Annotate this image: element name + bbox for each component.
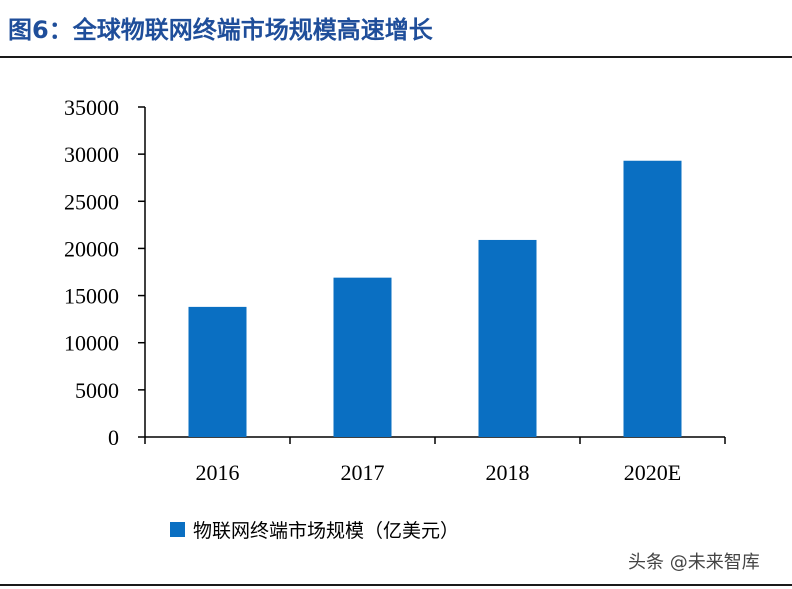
y-tick-label: 25000 — [64, 189, 119, 214]
y-tick-label: 10000 — [64, 331, 119, 356]
x-tick-label: 2018 — [486, 460, 530, 485]
x-tick-label: 2020E — [624, 460, 681, 485]
bar — [188, 306, 247, 437]
bar — [478, 239, 537, 437]
y-axis: 0 5000 10000 15000 20000 25000 30000 35000 — [64, 95, 146, 450]
legend-swatch — [170, 522, 185, 537]
bar — [623, 160, 682, 437]
x-axis: 2016 2017 2018 2020E — [144, 436, 726, 485]
y-tick-label: 5000 — [75, 378, 119, 403]
y-tick-label: 20000 — [64, 236, 119, 261]
y-tick-label: 30000 — [64, 142, 119, 167]
bar — [333, 277, 392, 437]
figure-title: 图6：全球物联网终端市场规模高速增长 — [8, 16, 433, 44]
legend: 物联网终端市场规模（亿美元） — [170, 520, 459, 542]
bar-series — [188, 160, 682, 437]
y-tick-label: 0 — [108, 425, 119, 450]
x-tick-label: 2017 — [341, 460, 385, 485]
bottom-divider — [0, 584, 792, 586]
watermark: 头条 @未来智库 — [628, 552, 760, 573]
y-tick-label: 15000 — [64, 284, 119, 309]
y-tick-label: 35000 — [64, 95, 119, 120]
top-divider — [0, 56, 792, 58]
legend-label: 物联网终端市场规模（亿美元） — [193, 520, 459, 542]
x-tick-label: 2016 — [196, 460, 240, 485]
